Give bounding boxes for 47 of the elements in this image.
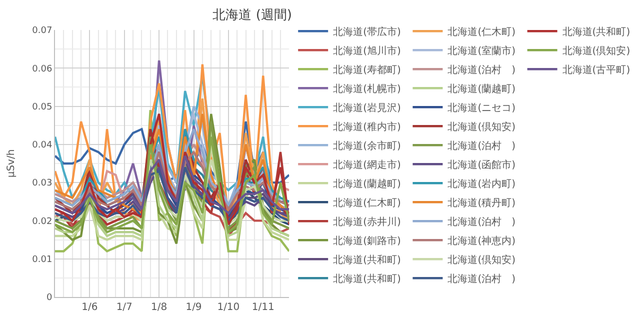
legend-label: 北海道(共和町) (562, 26, 630, 38)
legend-label: 北海道(倶知安) (562, 45, 630, 58)
chart-title: 北海道 (週間) (212, 8, 292, 23)
legend-label: 北海道(蘭越町) (333, 178, 401, 190)
legend-label: 北海道(共和町) (333, 254, 401, 266)
legend-label: 北海道(仁木町) (333, 197, 401, 210)
legend-label: 北海道(室蘭市) (448, 45, 516, 58)
legend-label: 北海道(古平町) (562, 64, 630, 76)
legend-label: 北海道(積丹町) (448, 197, 516, 210)
legend-label: 北海道(旭川市) (333, 45, 401, 58)
legend-label: 北海道(帯広市) (333, 26, 401, 38)
legend-label: 北海道(余市町) (333, 140, 401, 152)
legend-label: 北海道(倶知安) (448, 121, 516, 134)
x-tick-label: 1/6 (82, 302, 98, 313)
legend-label: 北海道(赤井川) (333, 216, 401, 228)
y-tick-label: 0.03 (32, 178, 52, 189)
y-tick-label: 0.07 (32, 26, 52, 36)
legend-label: 北海道(寿都町) (333, 64, 401, 76)
legend-label: 北海道(網走市) (333, 159, 401, 172)
y-tick-label: 0.01 (32, 255, 52, 266)
legend-label: 北海道(ニセコ) (448, 102, 516, 114)
legend-label: 北海道(神恵内) (448, 235, 516, 248)
y-tick-label: 0.04 (32, 140, 52, 151)
legend-label: 北海道(泊村 ) (448, 216, 516, 228)
x-tick-label: 1/7 (116, 302, 132, 313)
x-tick-label: 1/10 (217, 302, 240, 313)
legend-label: 北海道(札幌市) (333, 83, 401, 96)
legend-label: 北海道(倶知安) (448, 254, 516, 266)
legend-label: 北海道(泊村 ) (448, 140, 516, 152)
legend-label: 北海道(泊村 ) (448, 64, 516, 76)
legend-label: 北海道(岩見沢) (333, 102, 401, 114)
y-tick-label: 0.05 (32, 102, 52, 112)
legend-label: 北海道(共和町) (333, 273, 401, 286)
x-tick-label: 1/8 (151, 302, 168, 313)
legend-label: 北海道(稚内市) (333, 121, 401, 134)
y-tick-label: 0.02 (32, 216, 52, 227)
x-tick-label: 1/11 (252, 302, 274, 313)
y-tick-label: 0.06 (32, 64, 52, 74)
legend-label: 北海道(岩内町) (448, 178, 516, 190)
legend-label: 北海道(蘭越町) (448, 83, 516, 96)
legend-label: 北海道(函館市) (448, 159, 516, 172)
x-tick-label: 1/9 (186, 302, 202, 313)
y-tick-label: 0 (46, 293, 52, 304)
legend-label: 北海道(仁木町) (448, 26, 516, 38)
y-axis-title: μSv/h (6, 149, 18, 178)
legend-label: 北海道(釧路市) (333, 235, 401, 248)
legend-label: 北海道(泊村 ) (448, 273, 516, 286)
